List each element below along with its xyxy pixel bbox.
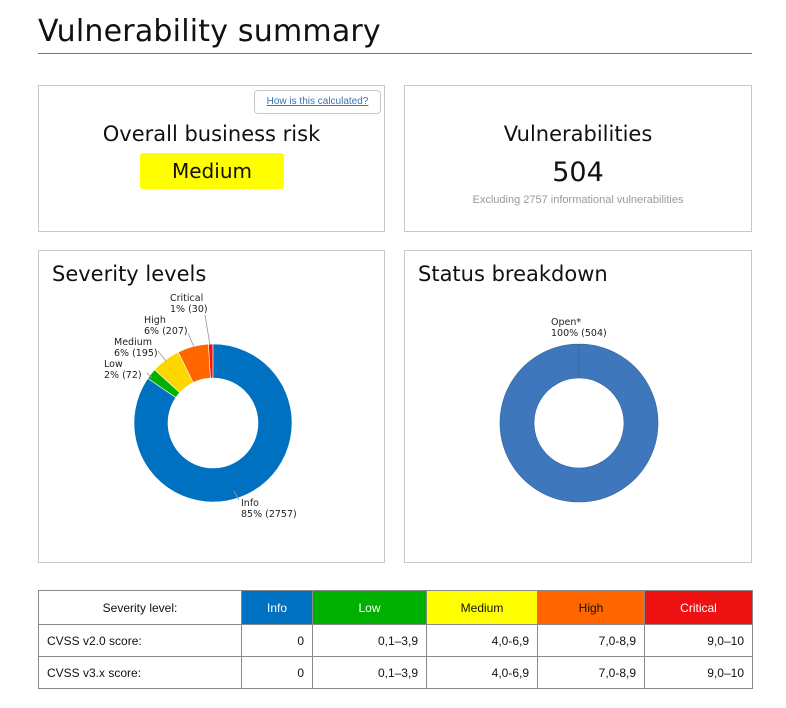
severity-level-high: High [537,590,645,625]
how-calculated-link[interactable]: How is this calculated? [254,90,381,114]
severity-level-label: Severity level: [38,590,242,625]
severity-level-info: Info [241,590,313,625]
slice-label-low: Low 2% (72) [104,359,142,381]
severity-level-critical: Critical [644,590,753,625]
score-cell: 7,0-8,9 [537,656,645,689]
score-cell: 0,1–3,9 [312,656,427,689]
table-row: CVSS v3.x score: 0 0,1–3,9 4,0-6,9 7,0-8,9 9,… [38,656,753,689]
vulnerabilities-card: Vulnerabilities 504 Excluding 2757 infor… [404,85,752,232]
score-cell: 0 [241,624,313,657]
slice-high [177,343,211,384]
page-title: Vulnerability summary [38,14,381,49]
slice-label-open: Open* 100% (504) [551,317,607,339]
score-cell: 9,0–10 [644,624,753,657]
score-cell: 4,0-6,9 [426,656,538,689]
business-risk-heading: Overall business risk [102,122,321,146]
score-cell: 4,0-6,9 [426,624,538,657]
slice-label-critical: Critical 1% (30) [170,293,208,315]
leader-line [157,350,167,362]
severity-chart-heading: Severity levels [52,262,207,286]
status-breakdown-card: Status breakdown Open* 100% (504) [404,250,752,563]
status-donut-chart: Open* 100% (504) [499,317,659,503]
informational-note: Excluding 2757 informational vulnerabili… [472,194,684,206]
title-divider [38,53,752,54]
slice-label-high: High 6% (207) [144,315,188,337]
leader-line [204,314,211,346]
leader-line [146,372,153,379]
business-risk-card: How is this calculated? Overall business… [38,85,385,232]
severity-level-medium: Medium [426,590,538,625]
vulnerabilities-heading: Vulnerabilities [503,122,653,146]
slice-medium [154,351,194,394]
table-row: CVSS v2.0 score: 0 0,1–3,9 4,0-6,9 7,0-8,9 9,… [38,624,753,657]
severity-level-low: Low [312,590,427,625]
slice-label-info: Info 85% (2757) [241,498,297,520]
score-cell: 0,1–3,9 [312,624,427,657]
score-cell: 7,0-8,9 [537,624,645,657]
severity-donut-chart: Info 85% (2757) Low 2% (72)Medium 6% (195)Hi… [104,293,297,520]
slice-open [499,343,659,503]
severity-header-row: Severity level: Info Low Medium High Critica… [38,590,753,625]
slice-label-medium: Medium 6% (195) [114,337,158,359]
severity-score-table: Severity level: Info Low Medium High Critica… [38,590,753,689]
leader-line [187,332,195,348]
leader-line [233,490,240,501]
score-row-label: CVSS v3.x score: [38,656,242,689]
score-row-label: CVSS v2.0 score: [38,624,242,657]
status-chart-heading: Status breakdown [418,262,608,286]
score-cell: 0 [241,656,313,689]
risk-level-badge: Medium [140,153,284,189]
score-cell: 9,0–10 [644,656,753,689]
vulnerability-count: 504 [552,157,604,188]
slice-info [133,343,293,503]
severity-levels-card: Severity levels Info 85% (2757) Low 2% (72)… [38,250,385,563]
